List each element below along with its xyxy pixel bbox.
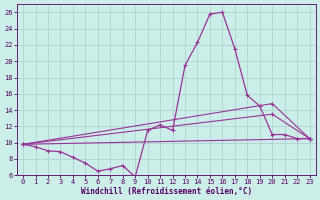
X-axis label: Windchill (Refroidissement éolien,°C): Windchill (Refroidissement éolien,°C)	[81, 187, 252, 196]
